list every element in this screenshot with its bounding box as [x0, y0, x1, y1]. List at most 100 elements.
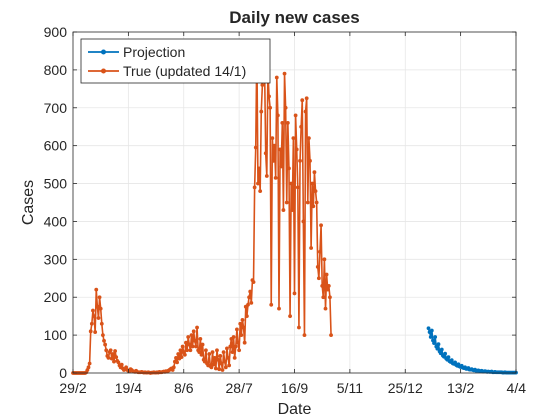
data-point — [88, 329, 93, 334]
chart-title: Daily new cases — [229, 8, 359, 27]
data-point — [258, 189, 263, 194]
data-point — [176, 352, 181, 356]
data-point — [305, 200, 310, 205]
data-point — [174, 355, 178, 360]
y-tick-label: 900 — [44, 24, 68, 40]
data-point — [87, 361, 92, 366]
data-point — [304, 96, 309, 101]
data-point — [284, 200, 289, 205]
data-point — [326, 283, 331, 288]
data-point — [278, 147, 282, 152]
data-point — [98, 306, 103, 311]
data-point — [109, 356, 114, 361]
data-point — [200, 342, 205, 347]
data-point — [217, 367, 222, 372]
data-point — [240, 318, 245, 322]
data-point — [192, 338, 197, 343]
x-tick-label: 19/4 — [115, 380, 142, 396]
data-point — [273, 175, 278, 180]
data-point — [194, 344, 198, 349]
x-tick-label: 5/11 — [337, 380, 363, 396]
data-point — [297, 325, 301, 330]
x-tick-label: 16/9 — [281, 380, 308, 396]
data-point — [310, 181, 315, 186]
data-point — [303, 109, 308, 114]
data-point — [253, 145, 258, 150]
data-point — [211, 362, 216, 367]
data-point — [256, 181, 260, 186]
data-point — [236, 340, 240, 345]
x-tick-label: 13/2 — [447, 380, 474, 396]
data-point — [175, 360, 180, 365]
y-tick-label: 200 — [44, 289, 68, 305]
data-point — [179, 355, 184, 359]
data-point — [212, 355, 217, 360]
data-point — [219, 361, 224, 366]
data-point — [213, 366, 218, 371]
data-point — [91, 308, 95, 313]
data-point — [204, 348, 208, 353]
data-point — [249, 301, 254, 305]
data-point — [182, 352, 187, 357]
data-point — [112, 359, 116, 364]
data-point — [281, 208, 286, 212]
data-point — [329, 333, 333, 338]
series-projection — [426, 326, 518, 375]
data-point — [301, 219, 306, 224]
data-point — [180, 344, 185, 349]
data-point — [311, 204, 316, 209]
data-point — [288, 314, 292, 319]
x-tick-label: 28/7 — [226, 380, 253, 396]
data-point — [209, 365, 214, 370]
data-point — [102, 338, 106, 343]
data-point — [285, 121, 290, 125]
data-point — [295, 185, 300, 190]
x-tick-label: 8/6 — [174, 380, 194, 396]
data-point — [279, 164, 284, 169]
data-point — [283, 105, 288, 110]
data-point — [238, 321, 243, 326]
data-point — [231, 335, 236, 339]
data-point — [436, 342, 441, 347]
x-tick-label: 29/2 — [59, 380, 86, 396]
y-tick-label: 500 — [44, 176, 68, 192]
data-point — [446, 355, 451, 359]
data-point — [439, 347, 444, 352]
data-point — [302, 333, 307, 338]
data-point — [247, 295, 251, 300]
data-point — [289, 181, 294, 186]
data-point — [216, 357, 220, 362]
data-point — [282, 71, 287, 76]
data-point — [294, 147, 299, 152]
data-point — [86, 365, 91, 370]
data-point — [210, 350, 215, 355]
data-point — [226, 355, 230, 360]
data-point — [184, 340, 188, 345]
data-point — [313, 189, 318, 194]
data-point — [207, 352, 212, 356]
x-tick-label: 4/4 — [507, 380, 527, 396]
data-point — [429, 328, 434, 333]
x-axis-label: Date — [278, 401, 312, 418]
data-point — [110, 352, 115, 356]
data-point — [287, 166, 291, 171]
y-tick-label: 0 — [59, 365, 67, 381]
data-point — [114, 355, 119, 359]
data-point — [116, 360, 121, 365]
data-point — [449, 358, 454, 363]
data-point — [97, 295, 102, 300]
legend-marker — [101, 68, 106, 74]
data-point — [318, 249, 322, 254]
data-point — [197, 350, 202, 355]
data-point — [328, 295, 332, 300]
data-point — [113, 349, 117, 353]
data-point — [299, 124, 304, 129]
data-point — [277, 306, 281, 311]
legend-label-true-updated-14-1: True (updated 14/1) — [123, 63, 246, 79]
data-point — [324, 272, 329, 277]
legend: Projection True (updated 14/1) — [80, 38, 271, 84]
data-point — [426, 326, 431, 331]
data-point — [190, 344, 195, 349]
y-tick-label: 700 — [44, 100, 68, 116]
data-point — [269, 302, 274, 307]
